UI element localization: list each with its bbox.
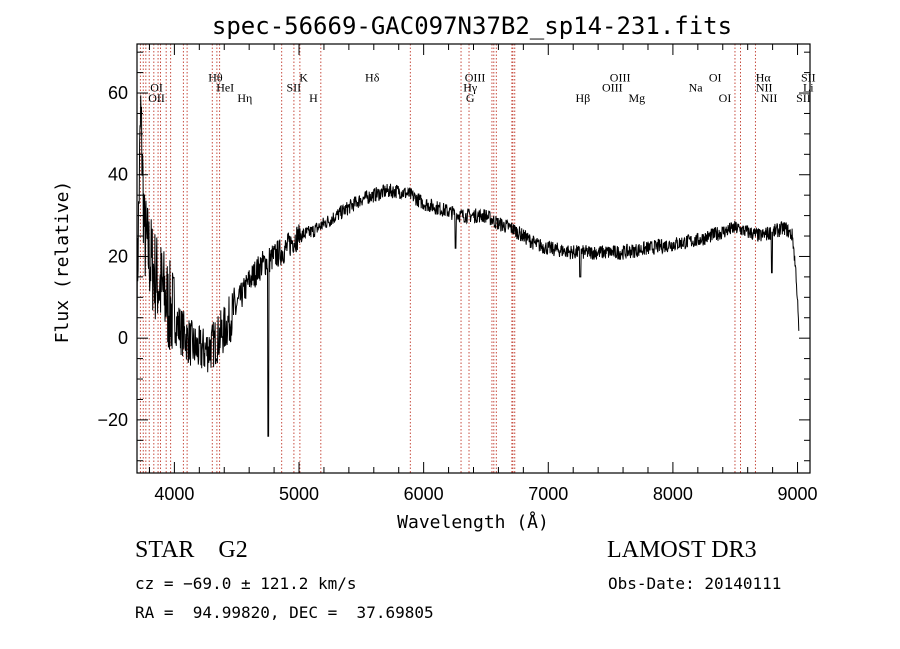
y-tick-label-1: 0 — [118, 328, 128, 348]
y-tick-label-0: −20 — [97, 410, 128, 430]
feature-label-9: OI — [150, 81, 163, 95]
feature-label-11: SII — [286, 81, 301, 95]
feature-label-18: OII — [148, 91, 165, 105]
y-tick-label-group: −20 0 20 40 60 — [97, 83, 128, 430]
feature-label-13: OIII — [602, 81, 623, 95]
x-tick-label-3: 7000 — [528, 484, 568, 504]
x-tick-label-4: 8000 — [653, 484, 693, 504]
feature-label-25: NII — [761, 91, 778, 105]
feature-label-23: Mg — [628, 91, 645, 105]
y-tick-label-4: 60 — [108, 83, 128, 103]
x-tick-label-5: 9000 — [778, 484, 818, 504]
y-axis-title: Flux (relative) — [52, 181, 73, 344]
feature-label-3: OIII — [465, 70, 486, 84]
feature-label-16: Na — [689, 81, 704, 95]
velocity-readout: cz = −69.0 ± 121.2 km/s — [135, 574, 357, 593]
y-tick-label-3: 40 — [108, 165, 128, 185]
x-tick-label-group: 4000 5000 6000 7000 8000 9000 — [154, 484, 817, 504]
feature-label-20: H — [309, 91, 318, 105]
feature-label-4: OIII — [610, 70, 631, 84]
feature-label-2: Hδ — [365, 70, 380, 84]
x-tick-label-0: 4000 — [154, 484, 194, 504]
feature-label-5: OI — [709, 70, 722, 84]
feature-label-0: Hθ — [208, 70, 223, 84]
feature-label-19: Hη — [237, 91, 252, 105]
x-axis-title: Wavelength (Å) — [397, 511, 549, 533]
feature-label-24: OI — [719, 91, 732, 105]
coordinates-readout: RA = 94.99820, DEC = 37.69805 — [135, 603, 434, 622]
chart-title: spec-56669-GAC097N37B2_sp14-231.fits — [212, 12, 732, 40]
survey-name: LAMOST DR3 — [607, 537, 757, 563]
feature-label-15: Li — [803, 81, 814, 95]
x-tick-label-2: 6000 — [404, 484, 444, 504]
feature-label-26: SII — [796, 91, 811, 105]
feature-label-7: SII — [801, 70, 816, 84]
feature-label-group: HθKHδOIIIOIIIOIHαSIICaIIOIHeISIIHγOIIINI… — [148, 70, 816, 105]
feature-line-group — [139, 44, 756, 473]
x-tick-label-1: 5000 — [279, 484, 319, 504]
feature-label-21: G — [466, 91, 475, 105]
series-line-flux — [136, 95, 800, 437]
observation-date: Obs-Date: 20140111 — [608, 574, 782, 593]
feature-label-1: K — [299, 70, 308, 84]
feature-label-22: Hβ — [576, 91, 591, 105]
plot-frame — [136, 43, 811, 474]
object-class: STAR G2 — [135, 537, 248, 563]
feature-label-14: NII — [756, 81, 773, 95]
y-tick-label-2: 20 — [108, 246, 128, 266]
feature-label-6: Hα — [756, 70, 772, 84]
feature-label-12: Hγ — [463, 81, 478, 95]
axis-ticks — [137, 44, 810, 473]
feature-label-10: HeI — [216, 81, 234, 95]
